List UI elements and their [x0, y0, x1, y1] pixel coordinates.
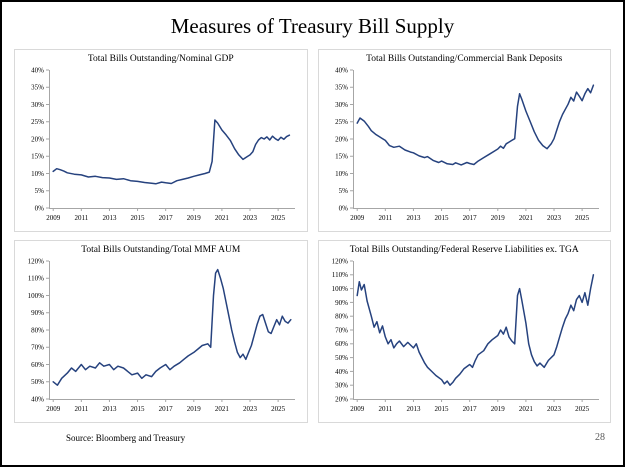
- y-tick-label: 30%: [31, 101, 44, 109]
- y-tick-label: 25%: [31, 118, 44, 126]
- y-tick-label: 100%: [28, 292, 45, 300]
- x-tick-label: 2017: [159, 214, 174, 222]
- y-tick-label: 40%: [335, 66, 348, 74]
- y-tick-label: 35%: [335, 84, 348, 92]
- x-tick-label: 2009: [46, 214, 61, 222]
- x-tick-label: 2025: [575, 405, 590, 413]
- x-tick-label: 2021: [518, 214, 533, 222]
- x-tick-label: 2013: [102, 214, 117, 222]
- y-tick-label: 40%: [31, 395, 44, 403]
- y-tick-label: 110%: [331, 271, 347, 279]
- y-tick-label: 25%: [335, 118, 348, 126]
- slide-footer: Source: Bloomberg and Treasury 28: [14, 432, 611, 443]
- y-tick-label: 90%: [335, 299, 348, 307]
- y-tick-label: 0%: [338, 204, 348, 212]
- y-tick-label: 35%: [31, 84, 44, 92]
- x-tick-label: 2013: [102, 405, 117, 413]
- y-tick-label: 10%: [31, 170, 44, 178]
- y-tick-label: 10%: [335, 170, 348, 178]
- x-tick-label: 2011: [378, 405, 392, 413]
- y-tick-label: 5%: [35, 187, 45, 195]
- chart-canvas-bills-gdp: 0% 5% 10% 15% 20% 25% 30% 35% 40% 2009 2011 2013 201…: [31, 66, 295, 222]
- x-tick-label: 2021: [518, 405, 533, 413]
- x-tick-label: 2021: [215, 214, 230, 222]
- y-tick-label: 20%: [335, 395, 348, 403]
- series-line: [355, 84, 594, 166]
- chart-title-bills-mmf: Total Bills Outstanding/Total MMF AUM: [81, 245, 241, 255]
- x-tick-label: 2009: [350, 405, 365, 413]
- y-tick-label: 60%: [335, 340, 348, 348]
- x-tick-label: 2011: [74, 214, 88, 222]
- y-tick-label: 30%: [335, 382, 348, 390]
- series-line: [355, 274, 594, 386]
- x-tick-label: 2025: [271, 405, 286, 413]
- y-tick-label: 100%: [331, 285, 348, 293]
- y-tick-label: 0%: [35, 204, 45, 212]
- y-tick-label: 120%: [331, 257, 348, 265]
- x-tick-label: 2013: [406, 405, 421, 413]
- chart-panel-bills-gdp: Total Bills Outstanding/Nominal GDP 0% 5%…: [14, 49, 308, 232]
- chart-canvas-bills-deposits: 0% 5% 10% 15% 20% 25% 30% 35% 40% 2009 2011 2013 201…: [335, 66, 599, 222]
- y-tick-label: 50%: [31, 378, 44, 386]
- x-tick-label: 2017: [462, 405, 477, 413]
- chart-canvas-bills-mmf: 40% 50% 60% 70% 80% 90% 100% 110% 120% 2009 2011 20…: [28, 257, 295, 413]
- x-tick-label: 2023: [243, 405, 258, 413]
- x-tick-label: 2019: [490, 405, 505, 413]
- y-tick-label: 20%: [31, 135, 44, 143]
- x-tick-label: 2025: [575, 214, 590, 222]
- y-tick-label: 90%: [31, 309, 44, 317]
- charts-grid: Total Bills Outstanding/Nominal GDP 0% 5%…: [14, 49, 611, 423]
- x-tick-label: 2011: [378, 214, 392, 222]
- x-tick-label: 2021: [215, 405, 230, 413]
- x-tick-label: 2009: [350, 214, 365, 222]
- x-tick-label: 2013: [406, 214, 421, 222]
- y-tick-label: 80%: [335, 313, 348, 321]
- y-tick-label: 50%: [335, 354, 348, 362]
- y-tick-label: 70%: [31, 344, 44, 352]
- slide-title: Measures of Treasury Bill Supply: [170, 14, 455, 38]
- page-number: 28: [595, 432, 605, 443]
- y-tick-label: 80%: [31, 326, 44, 334]
- chart-title-bills-fed: Total Bills Outstanding/Federal Reserve …: [349, 245, 579, 255]
- y-tick-label: 40%: [31, 66, 44, 74]
- chart-panel-bills-deposits: Total Bills Outstanding/Commercial Bank …: [317, 49, 611, 232]
- series-line: [52, 268, 292, 386]
- x-tick-label: 2019: [187, 405, 202, 413]
- y-tick-label: 60%: [31, 361, 44, 369]
- x-tick-label: 2023: [547, 405, 562, 413]
- x-tick-label: 2019: [490, 214, 505, 222]
- source-note: Source: Bloomberg and Treasury: [66, 433, 186, 443]
- x-tick-label: 2011: [74, 405, 88, 413]
- x-tick-label: 2015: [131, 214, 146, 222]
- chart-title-bills-gdp: Total Bills Outstanding/Nominal GDP: [87, 54, 234, 64]
- y-tick-label: 20%: [335, 135, 348, 143]
- x-tick-label: 2017: [462, 214, 477, 222]
- x-tick-label: 2017: [159, 405, 174, 413]
- y-tick-label: 15%: [31, 153, 44, 161]
- y-tick-label: 5%: [338, 187, 348, 195]
- y-tick-label: 120%: [28, 257, 45, 265]
- x-tick-label: 2015: [131, 405, 146, 413]
- x-tick-label: 2023: [243, 214, 258, 222]
- chart-panel-bills-fed: Total Bills Outstanding/Federal Reserve …: [317, 240, 611, 423]
- x-tick-label: 2009: [46, 405, 61, 413]
- chart-panel-bills-mmf: Total Bills Outstanding/Total MMF AUM 40…: [14, 240, 308, 423]
- y-tick-label: 30%: [335, 101, 348, 109]
- y-tick-label: 40%: [335, 368, 348, 376]
- chart-title-bills-deposits: Total Bills Outstanding/Commercial Bank …: [366, 54, 563, 64]
- x-tick-label: 2015: [434, 405, 449, 413]
- y-tick-label: 70%: [335, 326, 348, 334]
- x-tick-label: 2025: [271, 214, 286, 222]
- series-line: [52, 119, 291, 185]
- x-tick-label: 2015: [434, 214, 449, 222]
- x-tick-label: 2023: [547, 214, 562, 222]
- y-tick-label: 15%: [335, 153, 348, 161]
- chart-canvas-bills-fed: 20% 30% 40% 50% 60% 70% 80% 90% 100% 110% 120% 2009…: [331, 257, 599, 413]
- y-tick-label: 110%: [28, 275, 44, 283]
- x-tick-label: 2019: [187, 214, 202, 222]
